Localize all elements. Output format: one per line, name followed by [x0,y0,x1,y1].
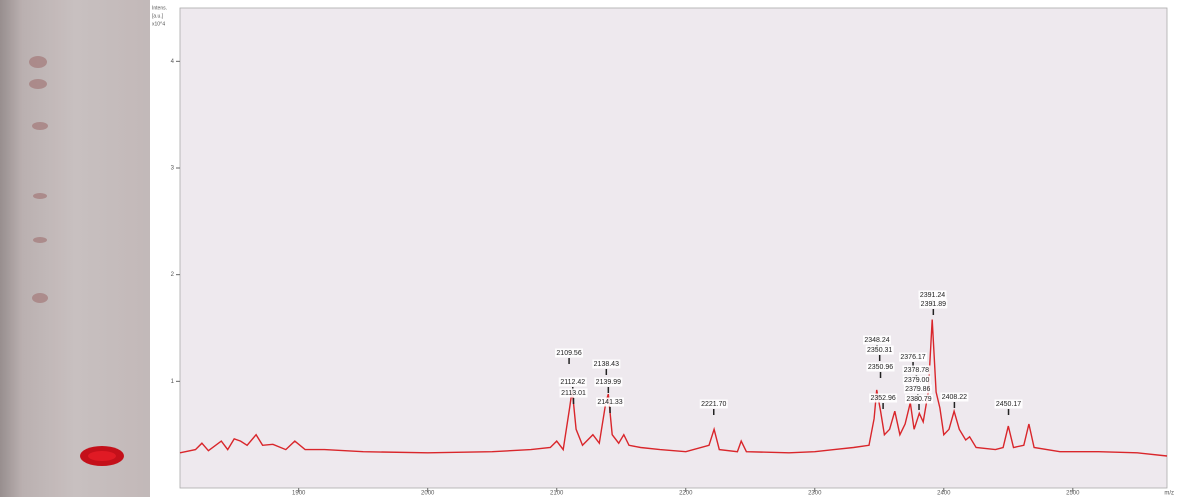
peak-label-bg [869,393,898,403]
peak-label: 2378.78 [904,367,929,374]
peak-label: 2141.33 [597,399,622,406]
x-tick-label: 1900 [292,491,306,497]
peak-label: 2379.00 [904,377,929,384]
y-axis-label: [a.u.] [152,13,164,19]
gel-image [0,0,150,497]
peak-label: 2139.99 [596,379,621,386]
x-tick-label: 2400 [937,491,951,497]
peak-label: 2138.43 [594,361,619,368]
peak-label-bg [905,394,934,404]
x-tick-label: 2200 [679,491,693,497]
y-axis-label: x10^4 [152,21,165,27]
peak-label-bg [863,335,892,345]
peak-label-bg [592,359,621,369]
peak-label: 2109.56 [556,350,581,357]
x-tick-label: 2100 [550,491,564,497]
peak-label: 2450.17 [996,401,1021,408]
y-axis-label: Intens. [152,5,167,11]
plot-area [179,7,1168,489]
peak-label: 2391.24 [920,292,945,299]
peak-label: 2391.89 [921,301,946,308]
peak-label-bg [899,352,928,362]
peak-label-bg [919,299,948,309]
peak-label: 2376.17 [900,354,925,361]
x-tick-label: 2300 [808,491,822,497]
peak-label: 2112.42 [560,379,585,386]
peak-label-bg [940,392,969,402]
peak-label: 2350.31 [867,347,892,354]
peak-label-bg [699,399,728,409]
peak-label-bg [559,388,588,398]
peak-label-bg [902,375,931,385]
spectrum-line [179,319,1168,457]
peak-label-bg [994,399,1023,409]
x-tick-label: 2500 [1066,491,1080,497]
peak-label-bg [555,348,584,358]
peak-label: 2380.79 [906,396,931,403]
peak-label-bg [918,290,947,300]
peak-label: 2408.22 [942,394,967,401]
spectrum-chart: 1 2 3 4 1900 2000 2100 2200 2300 2400 2500 Intens. [… [152,5,1174,497]
x-tick-label: 2000 [421,491,435,497]
x-axis-label: m/z [1164,491,1174,497]
peak-label-bg [558,377,587,387]
peak-label: 2352.96 [870,395,895,402]
peak-label: 2348.24 [864,337,889,344]
peak-label-bg [865,345,894,355]
peak-label: 2113.01 [561,390,586,397]
peak-label-bg [596,397,625,407]
peak-label-bg [902,365,931,375]
y-tick-label: 2 [171,272,175,278]
y-tick-label: 1 [171,379,175,385]
y-tick-label: 4 [171,59,175,65]
peak-label-bg [866,362,895,372]
peak-label: 2350.96 [868,364,893,371]
y-tick-label: 3 [171,166,175,172]
peak-label-bg [903,384,932,394]
peak-label: 2379.86 [905,386,930,393]
peak-label: 2221.70 [701,401,726,408]
peak-label-bg [594,377,623,387]
